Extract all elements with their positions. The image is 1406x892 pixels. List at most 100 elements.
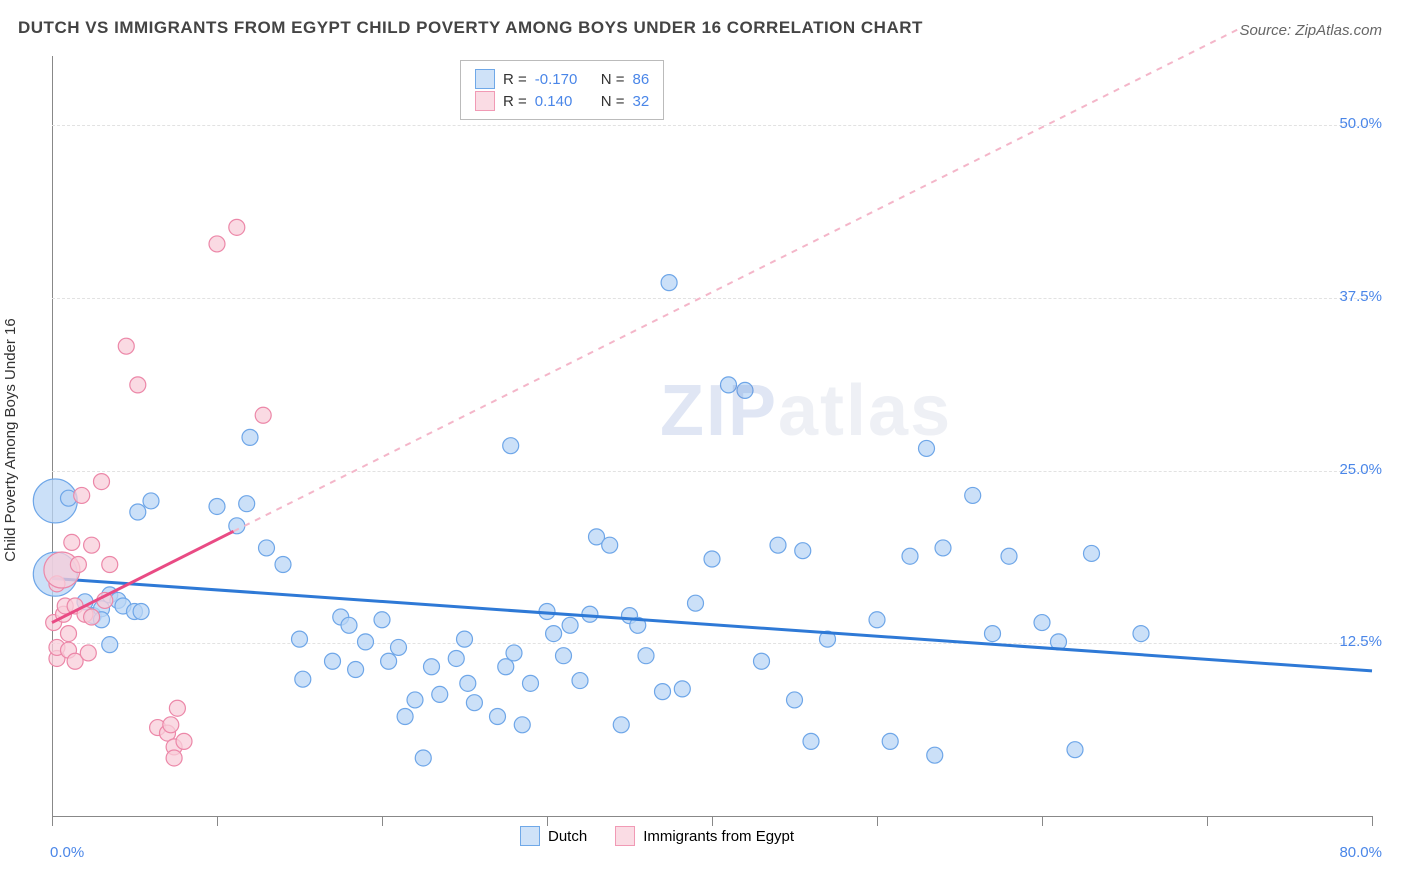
data-point <box>358 634 374 650</box>
data-point <box>754 653 770 669</box>
data-point <box>1034 615 1050 631</box>
data-point <box>80 645 96 661</box>
legend-r-value: -0.170 <box>535 71 593 88</box>
x-axis-origin-label: 0.0% <box>50 844 84 861</box>
y-axis-label: Child Poverty Among Boys Under 16 <box>2 318 19 561</box>
data-point <box>169 700 185 716</box>
data-point <box>424 659 440 675</box>
x-tick <box>547 816 548 826</box>
data-point <box>325 653 341 669</box>
legend-swatch <box>520 826 540 846</box>
data-point <box>655 684 671 700</box>
data-point <box>927 747 943 763</box>
data-point <box>506 645 522 661</box>
data-point <box>374 612 390 628</box>
data-point <box>259 540 275 556</box>
data-point <box>94 474 110 490</box>
x-axis-max-label: 80.0% <box>1339 844 1382 861</box>
watermark: ZIPatlas <box>660 370 952 452</box>
data-point <box>704 551 720 567</box>
legend-r-label: R = <box>503 93 527 110</box>
x-tick <box>382 816 383 826</box>
legend-correlation: R =-0.170N =86R =0.140N =32 <box>460 60 664 120</box>
data-point <box>348 662 364 678</box>
data-point <box>381 653 397 669</box>
data-point <box>466 695 482 711</box>
x-tick <box>712 816 713 826</box>
legend-item: Dutch <box>520 826 587 846</box>
data-point <box>556 648 572 664</box>
data-point <box>787 692 803 708</box>
chart-title: DUTCH VS IMMIGRANTS FROM EGYPT CHILD POV… <box>18 18 923 38</box>
data-point <box>1133 626 1149 642</box>
data-point <box>503 438 519 454</box>
data-point <box>457 631 473 647</box>
data-point <box>70 557 86 573</box>
data-point <box>882 733 898 749</box>
data-point <box>602 537 618 553</box>
legend-item: Immigrants from Egypt <box>615 826 794 846</box>
data-point <box>275 557 291 573</box>
data-point <box>102 557 118 573</box>
data-point <box>460 675 476 691</box>
data-point <box>661 275 677 291</box>
data-point <box>130 377 146 393</box>
data-point <box>965 487 981 503</box>
data-point <box>514 717 530 733</box>
data-point <box>1067 742 1083 758</box>
legend-n-value: 86 <box>633 71 650 88</box>
data-point <box>448 650 464 666</box>
data-point <box>572 673 588 689</box>
data-point <box>341 617 357 633</box>
legend-row: R = -0.170 N = 86 <box>475 69 649 89</box>
legend-label: Immigrants from Egypt <box>643 828 794 845</box>
x-tick <box>1207 816 1208 826</box>
legend-label: Dutch <box>548 828 587 845</box>
data-point <box>770 537 786 553</box>
data-point <box>229 219 245 235</box>
data-point <box>432 686 448 702</box>
data-point <box>869 612 885 628</box>
x-tick <box>1042 816 1043 826</box>
data-point <box>523 675 539 691</box>
data-point <box>84 537 100 553</box>
data-point <box>498 659 514 675</box>
data-point <box>209 498 225 514</box>
data-point <box>391 639 407 655</box>
x-tick <box>52 816 53 826</box>
data-point <box>166 750 182 766</box>
data-point <box>102 637 118 653</box>
data-point <box>407 692 423 708</box>
data-point <box>985 626 1001 642</box>
legend-swatch <box>615 826 635 846</box>
data-point <box>209 236 225 252</box>
data-point <box>1084 545 1100 561</box>
data-point <box>84 609 100 625</box>
data-point <box>415 750 431 766</box>
data-point <box>292 631 308 647</box>
data-point <box>130 504 146 520</box>
data-point <box>613 717 629 733</box>
x-tick <box>217 816 218 826</box>
data-point <box>397 709 413 725</box>
data-point <box>61 626 77 642</box>
legend-swatch <box>475 69 495 89</box>
data-point <box>295 671 311 687</box>
trend-line-dashed <box>234 28 1241 531</box>
data-point <box>176 733 192 749</box>
data-point <box>795 543 811 559</box>
legend-n-label: N = <box>601 93 625 110</box>
legend-n-label: N = <box>601 71 625 88</box>
data-point <box>674 681 690 697</box>
data-point <box>562 617 578 633</box>
x-tick <box>877 816 878 826</box>
data-point <box>133 603 149 619</box>
legend-r-label: R = <box>503 71 527 88</box>
legend-series: Dutch Immigrants from Egypt <box>520 826 794 846</box>
data-point <box>118 338 134 354</box>
data-point <box>546 626 562 642</box>
data-point <box>255 407 271 423</box>
data-point <box>935 540 951 556</box>
data-point <box>902 548 918 564</box>
data-point <box>1001 548 1017 564</box>
